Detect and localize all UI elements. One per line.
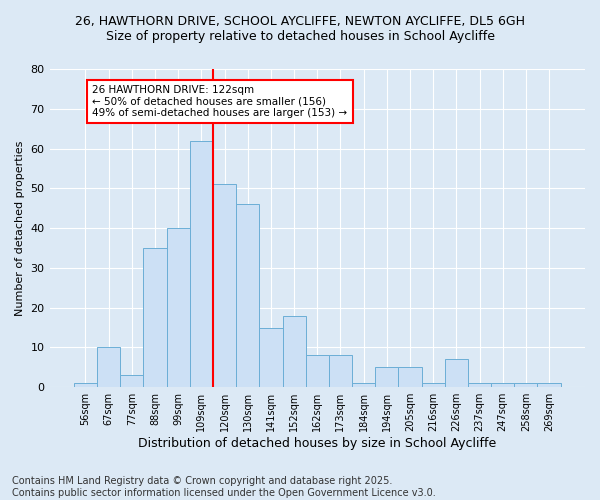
Bar xyxy=(167,228,190,387)
Bar xyxy=(120,376,143,387)
Text: 26, HAWTHORN DRIVE, SCHOOL AYCLIFFE, NEWTON AYCLIFFE, DL5 6GH
Size of property r: 26, HAWTHORN DRIVE, SCHOOL AYCLIFFE, NEW… xyxy=(75,15,525,43)
Bar xyxy=(398,368,422,387)
X-axis label: Distribution of detached houses by size in School Aycliffe: Distribution of detached houses by size … xyxy=(138,437,496,450)
Bar xyxy=(329,356,352,387)
Bar xyxy=(74,383,97,387)
Bar xyxy=(283,316,305,387)
Bar xyxy=(259,328,283,387)
Bar xyxy=(538,383,560,387)
Text: Contains HM Land Registry data © Crown copyright and database right 2025.
Contai: Contains HM Land Registry data © Crown c… xyxy=(12,476,436,498)
Bar xyxy=(422,383,445,387)
Bar xyxy=(97,348,120,387)
Bar xyxy=(213,184,236,387)
Bar xyxy=(236,204,259,387)
Text: 26 HAWTHORN DRIVE: 122sqm
← 50% of detached houses are smaller (156)
49% of semi: 26 HAWTHORN DRIVE: 122sqm ← 50% of detac… xyxy=(92,85,347,118)
Bar xyxy=(375,368,398,387)
Bar xyxy=(445,360,468,387)
Bar xyxy=(143,248,167,387)
Bar xyxy=(491,383,514,387)
Bar xyxy=(305,356,329,387)
Bar xyxy=(514,383,538,387)
Y-axis label: Number of detached properties: Number of detached properties xyxy=(15,140,25,316)
Bar xyxy=(468,383,491,387)
Bar xyxy=(190,140,213,387)
Bar xyxy=(352,383,375,387)
